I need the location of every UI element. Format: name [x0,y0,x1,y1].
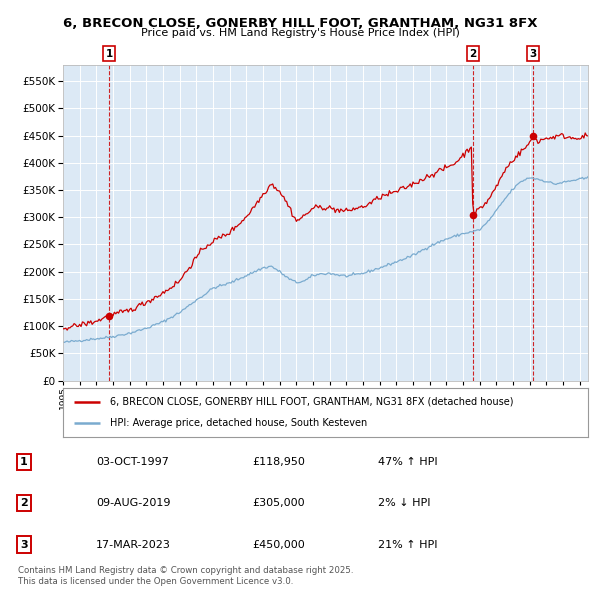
Text: 1: 1 [106,48,113,58]
Text: £305,000: £305,000 [252,499,305,508]
Text: 2% ↓ HPI: 2% ↓ HPI [378,499,431,508]
Text: 2: 2 [469,48,476,58]
Text: This data is licensed under the Open Government Licence v3.0.: This data is licensed under the Open Gov… [18,577,293,586]
Text: £450,000: £450,000 [252,540,305,549]
Text: £118,950: £118,950 [252,457,305,467]
Text: Contains HM Land Registry data © Crown copyright and database right 2025.: Contains HM Land Registry data © Crown c… [18,566,353,575]
Text: 47% ↑ HPI: 47% ↑ HPI [378,457,437,467]
Text: 3: 3 [20,540,28,549]
Text: Price paid vs. HM Land Registry's House Price Index (HPI): Price paid vs. HM Land Registry's House … [140,28,460,38]
Text: HPI: Average price, detached house, South Kesteven: HPI: Average price, detached house, Sout… [110,418,367,428]
Text: 1: 1 [20,457,28,467]
Text: 21% ↑ HPI: 21% ↑ HPI [378,540,437,549]
Text: 3: 3 [529,48,536,58]
Text: 6, BRECON CLOSE, GONERBY HILL FOOT, GRANTHAM, NG31 8FX: 6, BRECON CLOSE, GONERBY HILL FOOT, GRAN… [63,17,537,30]
Text: 03-OCT-1997: 03-OCT-1997 [96,457,169,467]
Text: 2: 2 [20,499,28,508]
Text: 17-MAR-2023: 17-MAR-2023 [96,540,171,549]
Text: 6, BRECON CLOSE, GONERBY HILL FOOT, GRANTHAM, NG31 8FX (detached house): 6, BRECON CLOSE, GONERBY HILL FOOT, GRAN… [110,396,514,407]
Text: 09-AUG-2019: 09-AUG-2019 [96,499,170,508]
